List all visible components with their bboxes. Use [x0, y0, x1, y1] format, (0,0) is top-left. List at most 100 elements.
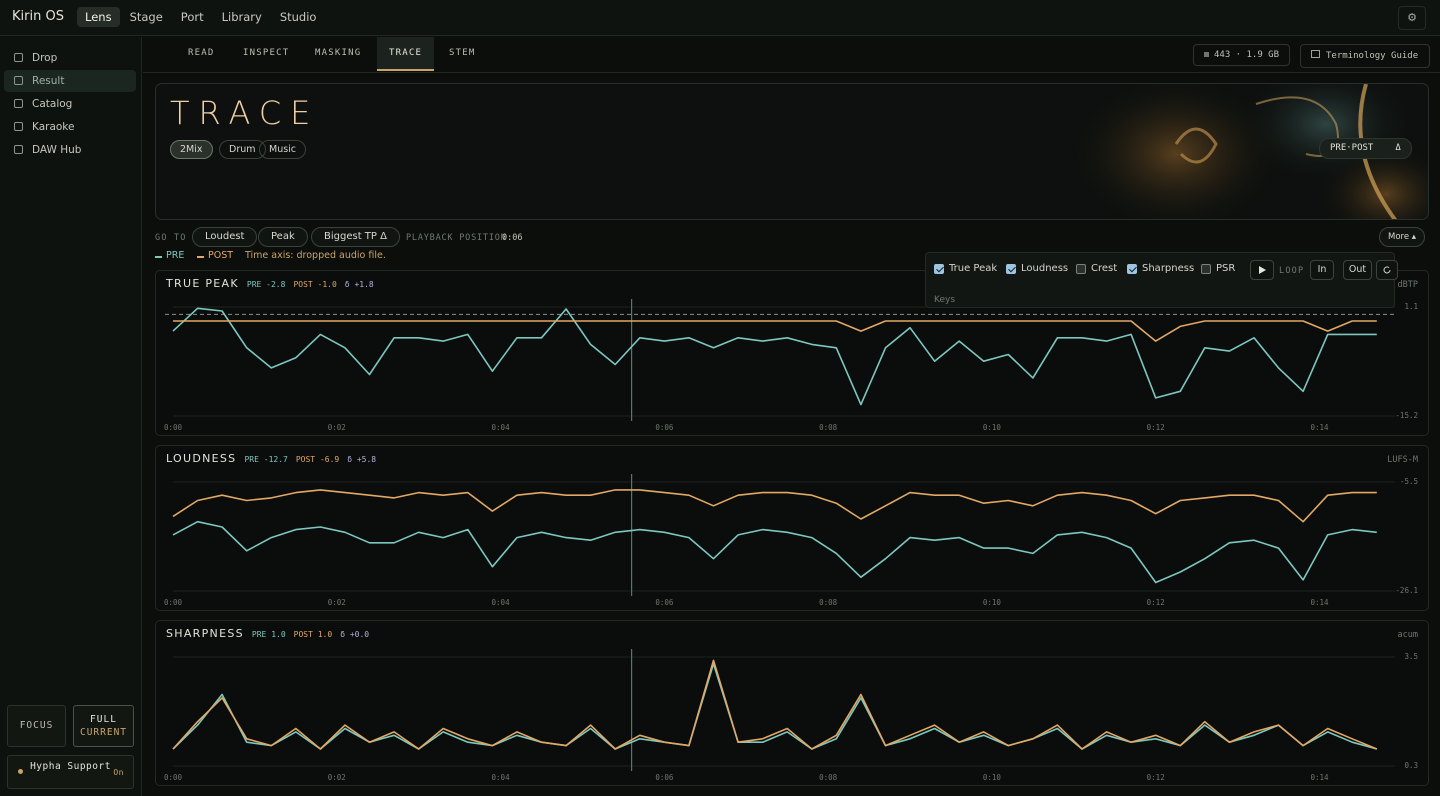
storage-stats: 443 · 1.9 GB: [1193, 44, 1291, 66]
option-checkbox[interactable]: Sharpness: [1127, 263, 1194, 274]
nav-tab[interactable]: Lens: [77, 7, 120, 27]
option-checkbox[interactable]: Crest: [1076, 263, 1117, 274]
stat-value: 1.0: [271, 630, 286, 639]
x-tick-label: 0:12: [1147, 598, 1165, 607]
sidebar-icon: [14, 145, 23, 154]
full-sublabel: CURRENT: [79, 727, 128, 738]
sidebar-icon: [14, 53, 23, 62]
goto-button[interactable]: Peak: [258, 227, 308, 247]
support-toggle[interactable]: Hypha Support On: [7, 755, 134, 789]
y-tick-label: -5.5: [1400, 477, 1418, 486]
sidebar-item[interactable]: Catalog: [4, 93, 136, 115]
stat-label: POST: [295, 455, 316, 464]
loop-button[interactable]: In: [1310, 260, 1334, 280]
sidebar-icon: [14, 122, 23, 131]
sidebar-label: DAW Hub: [32, 144, 82, 156]
sub-tab[interactable]: INSPECT: [243, 48, 290, 58]
checkbox: [1201, 263, 1211, 274]
x-tick-label: 0:02: [328, 598, 346, 607]
sidebar-item[interactable]: Drop: [4, 47, 136, 69]
nav-tab[interactable]: Studio: [279, 10, 317, 24]
chart-stat: PRE -2.8: [247, 280, 286, 289]
stats-text: 443 · 1.9 GB: [1214, 50, 1280, 60]
compare-toggle[interactable]: PRE·POST Δ: [1319, 138, 1412, 159]
sidebar-label: Result: [32, 75, 65, 87]
loop-button[interactable]: Out: [1343, 260, 1372, 280]
chip[interactable]: 2Mix: [170, 140, 213, 159]
play-button[interactable]: [1250, 260, 1274, 280]
checkbox-label: Crest: [1091, 263, 1118, 274]
chart-header: SHARPNESS PRE 1.0 POST 1.0 δ +0.0: [166, 627, 369, 640]
focus-button[interactable]: FOCUS: [7, 705, 66, 747]
sidebar-item[interactable]: DAW Hub: [4, 139, 136, 161]
goto-button[interactable]: Loudest: [192, 227, 258, 247]
stat-label: PRE: [244, 455, 259, 464]
sub-tab[interactable]: STEM: [449, 48, 476, 58]
stat-label: δ: [340, 630, 346, 639]
chart-stat: PRE -12.7: [244, 455, 287, 464]
series-line: [172, 659, 1378, 750]
nav-tab[interactable]: Stage: [129, 10, 163, 24]
legend-swatch: [197, 256, 204, 258]
stat-value: -6.9: [319, 455, 340, 464]
sidebar-item[interactable]: Result: [4, 70, 136, 92]
x-tick-label: 0:12: [1147, 773, 1165, 782]
loop-reset[interactable]: [1376, 260, 1398, 280]
top-bar: Kirin OS Lens Stage Port Library Studio ⚙: [0, 0, 1440, 36]
x-tick-label: 0:08: [819, 423, 838, 432]
sidebar-icon: [14, 76, 23, 85]
full-label: FULL: [90, 714, 117, 725]
book-icon: [1311, 50, 1320, 58]
x-tick-label: 0:06: [655, 598, 674, 607]
goto-label: GO TO: [155, 233, 187, 243]
chart-stat: δ +5.8: [347, 455, 376, 464]
x-tick-label: 0:06: [655, 423, 674, 432]
stat-value: +5.8: [356, 455, 377, 464]
checkbox-label: PSR: [1216, 263, 1236, 274]
play-icon: [1259, 266, 1266, 274]
sidebar-label: Drop: [32, 52, 58, 64]
sidebar: FOCUS FULL CURRENT Hypha Support On Drop R…: [0, 37, 142, 796]
x-tick-label: 0:10: [983, 773, 1002, 782]
goto-button[interactable]: Biggest TP Δ: [311, 227, 400, 247]
x-tick-label: 0:02: [328, 423, 346, 432]
status-dot: [18, 769, 23, 774]
option-checkbox[interactable]: PSR: [1201, 263, 1235, 274]
delta-label: Δ: [1395, 143, 1401, 153]
sub-tab[interactable]: TRACE: [377, 37, 435, 71]
x-tick-label: 0:12: [1147, 423, 1165, 432]
stat-value: -1.0: [317, 280, 337, 289]
sub-tab[interactable]: READ: [188, 48, 215, 58]
chart-unit: LUFS-M: [1387, 455, 1418, 465]
sidebar-item[interactable]: Karaoke: [4, 116, 136, 138]
x-tick-label: 0:04: [492, 598, 511, 607]
full-button[interactable]: FULL CURRENT: [73, 705, 134, 747]
hero-art: [1066, 84, 1428, 219]
guide-button[interactable]: Terminology Guide: [1300, 44, 1430, 68]
nav-tab[interactable]: Port: [180, 10, 204, 24]
option-checkbox[interactable]: Loudness: [1006, 263, 1068, 274]
sub-tab[interactable]: MASKING: [315, 48, 362, 58]
series-line: [172, 489, 1377, 523]
stats-icon: [1204, 52, 1209, 57]
x-tick-label: 0:14: [1310, 598, 1329, 607]
stat-label: PRE: [251, 630, 267, 639]
option-checkbox[interactable]: True Peak: [934, 263, 997, 274]
more-button[interactable]: More ▴: [1379, 227, 1426, 247]
nav-tab[interactable]: Library: [221, 10, 262, 24]
y-tick-label: -26.1: [1395, 586, 1418, 595]
x-tick-label: 0:04: [492, 773, 511, 782]
settings-button[interactable]: ⚙: [1398, 6, 1426, 30]
position-value: 0:06: [502, 233, 523, 243]
chart-plot: 3.5 0.3 0:00 0:02 0:04 0:06 0:08 0:10 0:12 0:14: [164, 649, 1418, 782]
y-tick-label: -15.2: [1395, 411, 1418, 420]
legend-label: POST: [208, 250, 234, 261]
chart-header: LOUDNESS PRE -12.7 POST -6.9 δ +5.8: [166, 452, 376, 465]
stat-label: POST: [293, 630, 313, 639]
checkbox-label: Sharpness: [1142, 263, 1195, 274]
chip[interactable]: Music: [259, 140, 307, 159]
x-tick-label: 0:10: [983, 423, 1002, 432]
x-tick-label: 0:06: [655, 773, 674, 782]
y-tick-label: 3.5: [1404, 652, 1418, 661]
